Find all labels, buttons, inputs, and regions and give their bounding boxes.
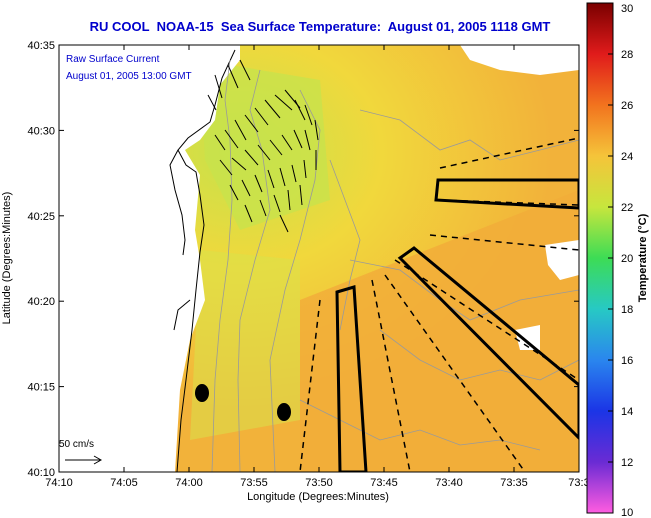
map-plot-area <box>59 45 579 472</box>
y-tick-label: 40:10 <box>27 467 55 479</box>
page-title: RU COOL NOAA-15 Sea Surface Temperature:… <box>89 19 551 34</box>
glider-boxes <box>335 178 579 472</box>
y-axis-ticks: 40:35 40:30 40:25 40:20 40:15 40:10 <box>27 40 579 479</box>
mooring-marker-north <box>195 384 209 402</box>
x-tick-label: 74:00 <box>175 477 203 489</box>
colorbar-tick-label: 22 <box>621 202 633 214</box>
scale-label: 50 cm/s <box>59 439 94 450</box>
sst-cool-nearshore <box>190 250 300 440</box>
colorbar-tick-label: 30 <box>621 3 633 15</box>
x-axis-ticks: 74:10 74:05 74:00 73:55 73:50 73:45 73:40 73:35… <box>45 45 590 489</box>
mooring-marker-south <box>277 403 291 421</box>
colorbar-tick-label: 20 <box>621 253 633 265</box>
sst-cool-plume <box>200 60 330 230</box>
colorbar-title: Temperature (°C) <box>637 213 649 302</box>
x-tick-label: 73:3 <box>568 477 589 489</box>
x-axis-title: Longitude (Degrees:Minutes) <box>247 491 389 503</box>
x-tick-label: 73:45 <box>370 477 398 489</box>
annotation-current-time: August 01, 2005 13:00 GMT <box>66 71 192 82</box>
x-tick-label: 74:10 <box>45 477 73 489</box>
y-tick-label: 40:30 <box>27 125 55 137</box>
transect-lines <box>299 137 579 472</box>
colorbar-tick-label: 24 <box>621 151 633 163</box>
x-tick-label: 74:05 <box>110 477 138 489</box>
cloud-patch <box>128 120 155 165</box>
y-tick-label: 40:25 <box>27 211 55 223</box>
colorbar-tick-label: 12 <box>621 457 633 469</box>
annotation-current-label: Raw Surface Current <box>66 54 160 65</box>
y-tick-label: 40:15 <box>27 382 55 394</box>
sst-warm-region <box>300 190 579 472</box>
x-tick-label: 73:50 <box>305 477 333 489</box>
current-vectors <box>207 59 319 233</box>
colorbar-tick-label: 26 <box>621 100 633 112</box>
cloud-patch-ne <box>460 45 579 75</box>
y-axis-title: Latitude (Degrees:Minutes) <box>1 192 13 325</box>
colorbar-tick-label: 14 <box>621 406 633 418</box>
x-tick-label: 73:55 <box>240 477 268 489</box>
y-tick-label: 40:20 <box>27 296 55 308</box>
colorbar-tick-label: 28 <box>621 49 633 61</box>
bathymetry-contours <box>211 59 579 472</box>
colorbar-tick-label: 16 <box>621 355 633 367</box>
x-tick-label: 73:35 <box>500 477 528 489</box>
colorbar-tick-label: 10 <box>621 507 633 518</box>
x-tick-label: 73:40 <box>435 477 463 489</box>
colorbar-tick-label: 18 <box>621 304 633 316</box>
y-tick-label: 40:35 <box>27 40 55 52</box>
colorbar-ticks: 30 28 26 24 22 20 18 16 14 12 10 <box>608 2 633 518</box>
coastline <box>176 49 236 472</box>
colorbar <box>586 2 614 514</box>
